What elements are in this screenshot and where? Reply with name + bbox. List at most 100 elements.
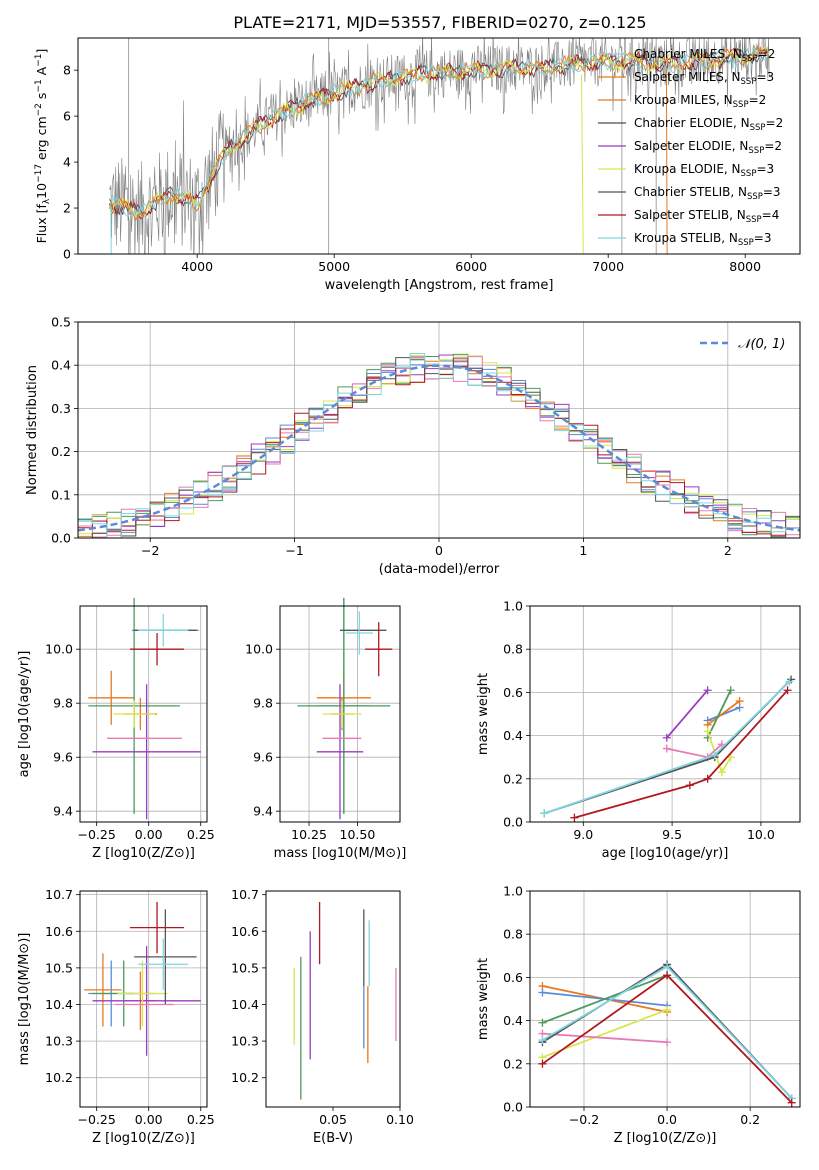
massweight_vs_age-ylabel: mass weight — [476, 673, 491, 755]
mass-weight-point — [735, 697, 744, 706]
x-tick-label: 10.25 — [291, 827, 327, 842]
mass_vs_z-crosses — [84, 901, 201, 1056]
massweight_vs_z-axes: −0.2 0.0 0.2 0.0 0.2 0.4 0.6 0.8 1.0 — [503, 884, 800, 1127]
kroupa_stelib-model-line — [109, 44, 770, 218]
mass-weight-point — [710, 751, 719, 760]
spectrum-frame — [77, 37, 801, 255]
mass-weight-point — [703, 774, 712, 783]
mass-weight-line — [666, 689, 709, 739]
legend-label: Salpeter MILES, NSSP=3 — [634, 70, 774, 87]
mass-weight-point — [783, 686, 792, 695]
y-tick-label: 10.6 — [231, 924, 259, 939]
spectrum-ylabel: Flux [fλ10−17 erg cm−2 s−1 A−1] — [34, 49, 52, 244]
x-tick-label: 10.0 — [747, 827, 775, 842]
y-tick-label: 0.2 — [503, 771, 523, 786]
mass_vs_ebv-crosses — [293, 901, 397, 1100]
legend-label: 𝒩(0, 1) — [738, 337, 785, 352]
y-tick-label: 0.4 — [51, 358, 71, 373]
mass-weight-point — [726, 686, 735, 695]
y-tick-label: 10.2 — [45, 1070, 73, 1085]
kroupa_stelib-histogram — [78, 353, 800, 538]
mass-weight-point — [570, 813, 579, 822]
x-tick-label: −0.25 — [77, 827, 115, 842]
legend-label: Salpeter ELODIE, NSSP=2 — [634, 139, 782, 156]
mass-weight-line — [542, 1032, 668, 1044]
x-tick-label: 9.0 — [573, 827, 593, 842]
y-tick-label: 9.4 — [53, 804, 73, 819]
residual_hist-axes: −2 −1 0 1 2 0.0 0.1 0.2 0.3 0.4 0.5 — [51, 315, 800, 558]
y-tick-label: 10.5 — [45, 960, 73, 975]
y-tick-label: 0.4 — [503, 1013, 523, 1028]
y-tick-label: 10.7 — [45, 887, 73, 902]
mass-weight-point — [663, 971, 672, 980]
massweight_vs_z-ylabel: mass weight — [476, 958, 491, 1040]
y-tick-label: 0.4 — [503, 728, 523, 743]
x-tick-label: 2 — [724, 543, 732, 558]
mass_vs_z-frame — [79, 890, 208, 1108]
elodie-cutoff-line — [580, 74, 584, 254]
x-tick-label: 0 — [435, 543, 443, 558]
massweight_vs_z-lines — [538, 960, 796, 1107]
x-tick-label: −0.2 — [569, 1112, 599, 1127]
mass-weight-point — [663, 962, 672, 971]
mass_vs_z-xlabel: Z [log10(Z/Z⊙)] — [92, 1131, 195, 1146]
mass-weight-point — [703, 686, 712, 695]
massweight_vs_z-xlabel: Z [log10(Z/Z⊙)] — [614, 1131, 717, 1146]
massweight_vs_age-axes: 9.0 9.5 10.0 0.0 0.2 0.4 0.6 0.8 1.0 — [503, 599, 800, 842]
y-tick-label: 9.8 — [253, 696, 273, 711]
age_vs_z-ylabel: age [log10(age/yr)] — [17, 651, 32, 778]
y-tick-label: 9.6 — [253, 750, 273, 765]
mass_vs_z-ylabel: mass [log10(M/M⊙)] — [17, 933, 32, 1066]
x-tick-label: 6000 — [455, 259, 487, 274]
mass-weight-point — [538, 1018, 547, 1027]
legend-label: Kroupa STELIB, NSSP=3 — [634, 231, 772, 248]
mass_vs_ebv-axes: 0.05 0.10 10.2 10.3 10.4 10.5 10.6 10.7 — [231, 887, 414, 1127]
y-tick-label: 0 — [63, 247, 71, 262]
mass-weight-point — [663, 1005, 672, 1014]
x-tick-label: 0.0 — [657, 1112, 677, 1127]
age_vs_z-frame — [79, 605, 208, 823]
massweight_vs_age-plot-area — [530, 606, 800, 822]
y-tick-label: 10.6 — [45, 924, 73, 939]
spectrum-legend: Chabrier MILES, NSSP=2 Salpeter MILES, NS… — [598, 47, 783, 248]
massweight_vs_age-frame — [529, 605, 801, 823]
y-tick-label: 10.3 — [231, 1034, 259, 1049]
x-tick-label: −1 — [285, 543, 303, 558]
age_vs_mass-crosses — [297, 597, 393, 820]
massweight_vs_age-xlabel: age [log10(age/yr)] — [602, 846, 729, 861]
y-tick-label: 0.8 — [503, 927, 523, 942]
x-tick-label: 0.2 — [740, 1112, 760, 1127]
y-tick-label: 10.5 — [231, 960, 259, 975]
y-tick-label: 10.0 — [245, 642, 273, 657]
y-tick-label: 10.4 — [231, 997, 259, 1012]
legend-label: Salpeter STELIB, NSSP=4 — [634, 208, 779, 225]
histogram-steps — [78, 353, 800, 538]
miles-cutoff-line — [665, 67, 668, 254]
x-tick-label: 10.50 — [340, 827, 376, 842]
x-tick-label: 9.5 — [662, 827, 682, 842]
x-tick-label: 0.00 — [135, 1112, 163, 1127]
y-tick-label: 0.6 — [503, 685, 523, 700]
x-tick-label: −2 — [141, 543, 159, 558]
mass-weight-point — [685, 781, 694, 790]
age_vs_mass-axes: 10.25 10.50 9.4 9.6 9.8 10.0 — [245, 606, 400, 842]
y-tick-label: 2 — [63, 201, 71, 216]
y-tick-label: 0.2 — [503, 1056, 523, 1071]
mass-weight-point — [538, 1036, 547, 1045]
mass-weight-point — [703, 727, 712, 736]
chart-root: 4000 5000 6000 7000 8000 0 2 4 6 8 wavelength [Ang… — [17, 37, 801, 1146]
x-tick-label: 0.00 — [135, 827, 163, 842]
massweight_vs_age-lines — [540, 675, 796, 822]
mass-weight-line — [542, 974, 668, 1024]
legend-label: Chabrier STELIB, NSSP=3 — [634, 185, 781, 202]
x-tick-label: 0.10 — [386, 1112, 414, 1127]
y-tick-label: 6 — [63, 109, 71, 124]
y-tick-label: 10.7 — [231, 887, 259, 902]
y-tick-label: 1.0 — [503, 599, 523, 614]
mass-weight-point — [663, 1038, 672, 1047]
mass-weight-line — [574, 689, 789, 819]
x-tick-label: 8000 — [729, 259, 761, 274]
y-tick-label: 10.3 — [45, 1034, 73, 1049]
mass_vs_ebv-plot-area — [266, 891, 400, 1107]
